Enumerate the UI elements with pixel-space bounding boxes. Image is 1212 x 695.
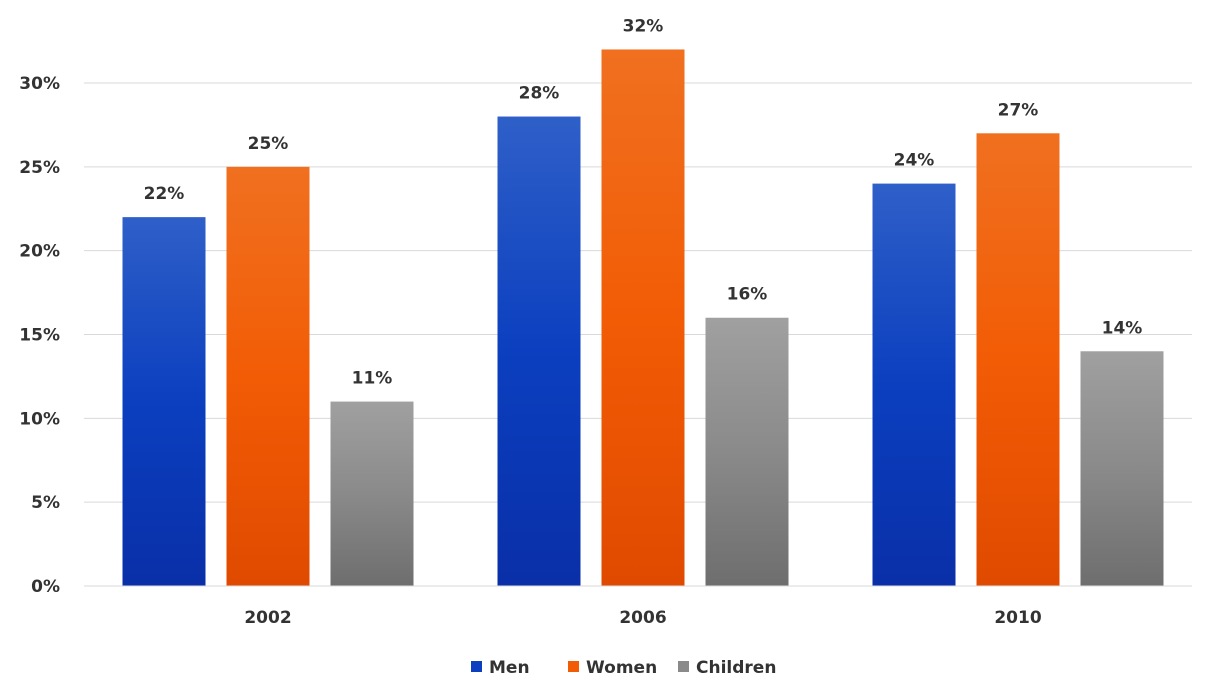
x-tick-label: 2006 <box>619 608 666 628</box>
legend-item-men: Men <box>471 658 530 678</box>
data-label-women-2006: 32% <box>623 16 664 36</box>
data-label-women-2010: 27% <box>998 100 1039 120</box>
bar-women-2002 <box>226 166 310 587</box>
data-label-men-2010: 24% <box>894 151 935 171</box>
legend: Men Women Children <box>471 658 776 678</box>
bar-men-2006 <box>497 116 581 587</box>
bar-men-2002 <box>122 217 206 586</box>
legend-label: Men <box>489 658 530 678</box>
data-label-children-2002: 11% <box>352 369 393 389</box>
y-tick-label: 25% <box>19 158 60 178</box>
x-axis: 2002 2006 2010 <box>84 585 1192 628</box>
y-tick-label: 20% <box>19 242 60 262</box>
data-label-children-2010: 14% <box>1102 318 1143 338</box>
bar-men-2010 <box>872 183 956 586</box>
y-axis: 0% 5% 10% 15% 20% 25% 30% <box>19 74 60 597</box>
legend-swatch <box>471 661 482 672</box>
bars <box>122 49 1164 587</box>
legend-item-women: Women <box>568 658 657 678</box>
legend-label: Women <box>586 658 657 678</box>
legend-swatch <box>568 661 579 672</box>
data-label-men-2002: 22% <box>144 184 185 204</box>
data-labels: 22% 25% 11% 28% 32% 16% 24% 27% 14% <box>144 16 1143 388</box>
bar-children-2010 <box>1080 351 1164 586</box>
legend-label: Children <box>696 658 776 678</box>
legend-item-children: Children <box>678 658 776 678</box>
legend-swatch <box>678 661 689 672</box>
x-tick-label: 2002 <box>244 608 291 628</box>
y-tick-label: 10% <box>19 409 60 429</box>
bar-children-2006 <box>705 317 789 586</box>
data-label-women-2002: 25% <box>248 134 289 154</box>
x-tick-label: 2010 <box>994 608 1041 628</box>
y-tick-label: 15% <box>19 326 60 346</box>
y-tick-label: 0% <box>31 577 60 597</box>
data-label-men-2006: 28% <box>519 84 560 104</box>
y-tick-label: 5% <box>31 493 60 513</box>
bar-women-2006 <box>601 49 685 586</box>
data-label-children-2006: 16% <box>727 285 768 305</box>
bar-women-2010 <box>976 133 1060 587</box>
y-tick-label: 30% <box>19 74 60 94</box>
bar-children-2002 <box>330 401 414 586</box>
